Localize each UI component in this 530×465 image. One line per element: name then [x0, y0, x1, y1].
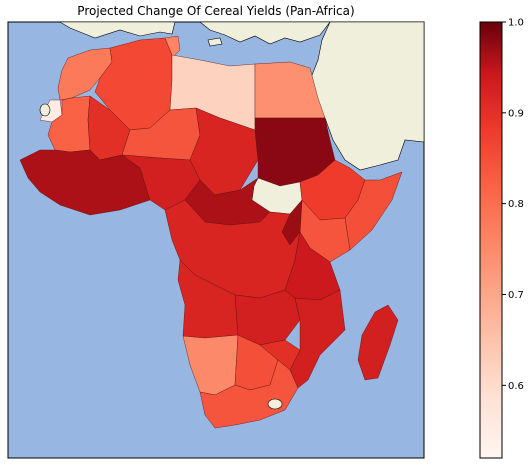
region-western-sahara — [39, 99, 63, 123]
region-great-lakes — [281, 199, 303, 246]
europe-land-east — [199, 21, 331, 45]
colorbar-tick-label: 0.9 — [508, 108, 524, 119]
colorbar-bar — [479, 21, 503, 459]
region-tunisia — [164, 35, 181, 59]
map-area — [7, 21, 425, 459]
colorbar-tick-label: 1.0 — [508, 18, 524, 29]
sicily — [207, 37, 223, 47]
region-somalia — [344, 171, 403, 251]
region-mozambique — [289, 289, 346, 389]
colorbar-tick-label: 0.7 — [508, 290, 524, 301]
inner-lake — [39, 103, 51, 117]
arabia-land — [309, 21, 425, 171]
region-south-africa — [199, 359, 299, 429]
colorbar-tick-label: 0.6 — [508, 381, 524, 392]
lesotho — [267, 398, 283, 410]
region-madagascar — [357, 304, 399, 381]
map-title: Projected Change Of Cereal Yields (Pan-A… — [77, 4, 355, 18]
europe-land — [8, 21, 176, 39]
region-morocco — [57, 47, 113, 101]
region-zimbabwe — [259, 339, 301, 371]
colorbar-tick-label: 0.8 — [508, 199, 524, 210]
